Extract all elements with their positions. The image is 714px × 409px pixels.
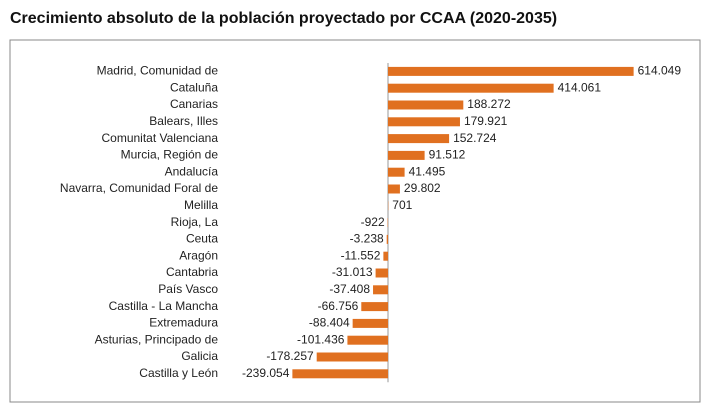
value-label: -3.238	[350, 232, 384, 246]
category-label: Aragón	[179, 248, 218, 262]
value-label: 29.802	[404, 181, 441, 195]
bar	[292, 369, 388, 379]
value-label: -922	[361, 215, 385, 229]
bar	[316, 352, 388, 362]
category-label: Cataluña	[170, 80, 218, 94]
bar	[386, 234, 388, 244]
category-label: Comunitat Valenciana	[101, 131, 218, 145]
category-label: Murcia, Región de	[121, 148, 219, 162]
bar	[375, 268, 388, 278]
value-label: 701	[392, 198, 412, 212]
bar	[388, 83, 554, 93]
category-label: Castilla - La Mancha	[109, 299, 219, 313]
category-label: Canarias	[170, 97, 218, 111]
category-label: País Vasco	[158, 282, 218, 296]
value-label: 179.921	[464, 114, 508, 128]
value-label: -101.436	[297, 332, 345, 346]
category-label: Navarra, Comunidad Foral de	[60, 181, 218, 195]
bar	[352, 318, 388, 328]
category-label: Castilla y León	[139, 366, 218, 380]
value-label: -31.013	[332, 265, 373, 279]
bar	[383, 251, 388, 261]
bar	[388, 150, 425, 160]
plot-frame	[9, 39, 701, 403]
bar	[388, 117, 460, 127]
category-label: Cantabria	[166, 265, 218, 279]
category-label: Galicia	[181, 349, 218, 363]
bar	[347, 335, 388, 345]
category-label: Extremadura	[149, 316, 218, 330]
bar	[388, 100, 464, 110]
value-label: -88.404	[309, 316, 350, 330]
value-label: -11.552	[341, 248, 381, 262]
value-label: 152.724	[453, 131, 497, 145]
value-label: -66.756	[318, 299, 359, 313]
category-label: Balears, Illes	[149, 114, 218, 128]
value-label: 41.495	[409, 164, 446, 178]
chart-title: Crecimiento absoluto de la población pro…	[10, 10, 557, 27]
bar	[361, 302, 388, 312]
category-label: Rioja, La	[171, 215, 219, 229]
category-label: Ceuta	[186, 232, 218, 246]
category-label: Melilla	[184, 198, 218, 212]
value-label: -178.257	[266, 349, 314, 363]
bar	[388, 184, 400, 194]
bar	[388, 66, 634, 76]
category-label: Andalucía	[165, 164, 219, 178]
value-label: -37.408	[329, 282, 370, 296]
value-label: 91.512	[429, 148, 466, 162]
category-label: Asturias, Principado de	[95, 332, 219, 346]
bar	[388, 134, 450, 144]
bar	[388, 167, 405, 177]
value-label: 414.061	[558, 80, 602, 94]
value-label: 188.272	[467, 97, 511, 111]
category-label: Madrid, Comunidad de	[97, 64, 219, 78]
bar	[373, 285, 388, 295]
value-label: -239.054	[242, 366, 290, 380]
value-label: 614.049	[638, 64, 682, 78]
